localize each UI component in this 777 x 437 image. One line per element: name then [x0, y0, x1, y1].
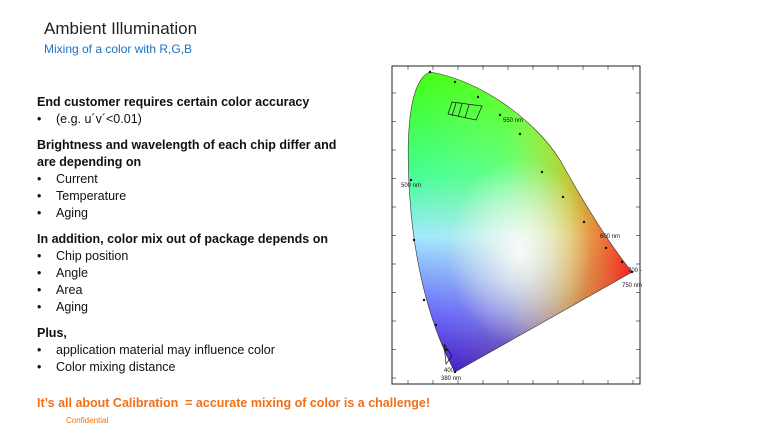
- locus-dot: [620, 260, 624, 264]
- locus-dot: [604, 246, 608, 250]
- bullet: Current: [37, 171, 357, 188]
- wavelength-label: 550 nm: [503, 118, 523, 124]
- section: In addition, color mix out of package de…: [37, 231, 357, 316]
- section-heading: End customer requires certain color accu…: [37, 95, 310, 109]
- locus-dot: [630, 270, 634, 274]
- locus-dot: [518, 132, 522, 136]
- locus-dot: [561, 195, 565, 199]
- locus-dot: [422, 298, 426, 302]
- locus-dot: [434, 323, 438, 327]
- wavelength-label: 500 nm: [401, 183, 421, 189]
- bullet: Chip position: [37, 248, 357, 265]
- wavelength-label: 700 -: [628, 268, 642, 274]
- ticks: [392, 66, 640, 384]
- locus-dot: [444, 348, 448, 352]
- locus-dot: [540, 170, 544, 174]
- section-heading: Brightness and wavelength of each chip d…: [37, 138, 337, 169]
- subtitle: Mixing of a color with R,G,B: [44, 42, 193, 56]
- title: Ambient Illumination: [44, 19, 198, 38]
- section-heading: In addition, color mix out of package de…: [37, 232, 328, 246]
- bullet: Color mixing distance: [37, 359, 357, 376]
- locus-dot: [498, 113, 502, 117]
- locus-dot: [453, 80, 457, 84]
- section: Plus, application material may influence …: [37, 325, 357, 376]
- locus-dot: [582, 220, 586, 224]
- footer: Confidential: [66, 416, 109, 425]
- wavelength-label: 750 nm: [622, 283, 642, 289]
- wavelength-label: 380 nm: [441, 376, 461, 382]
- bullet: Aging: [37, 299, 357, 316]
- conclusion: It’s all about Calibration = accurate mi…: [37, 396, 431, 410]
- locus-dot: [428, 70, 432, 74]
- bullet: application material may influence color: [37, 342, 357, 359]
- gamut-marker: [447, 101, 483, 121]
- bullet: Area: [37, 282, 357, 299]
- section-heading: Plus,: [37, 326, 67, 340]
- locus-dot: [412, 238, 416, 242]
- locus-dot: [409, 178, 413, 182]
- bullet: (e.g. u´v´<0.01): [37, 111, 357, 128]
- wavelength-label: 400: [444, 368, 455, 374]
- bullet: Angle: [37, 265, 357, 282]
- section: End customer requires certain color accu…: [37, 94, 357, 128]
- bullet: Aging: [37, 205, 357, 222]
- locus-dot: [476, 95, 480, 99]
- bullet: Temperature: [37, 188, 357, 205]
- locus-dot: [453, 370, 457, 374]
- wavelength-label: 600 nm: [600, 234, 620, 240]
- body: End customer requires certain color accu…: [37, 94, 357, 385]
- section: Brightness and wavelength of each chip d…: [37, 137, 357, 222]
